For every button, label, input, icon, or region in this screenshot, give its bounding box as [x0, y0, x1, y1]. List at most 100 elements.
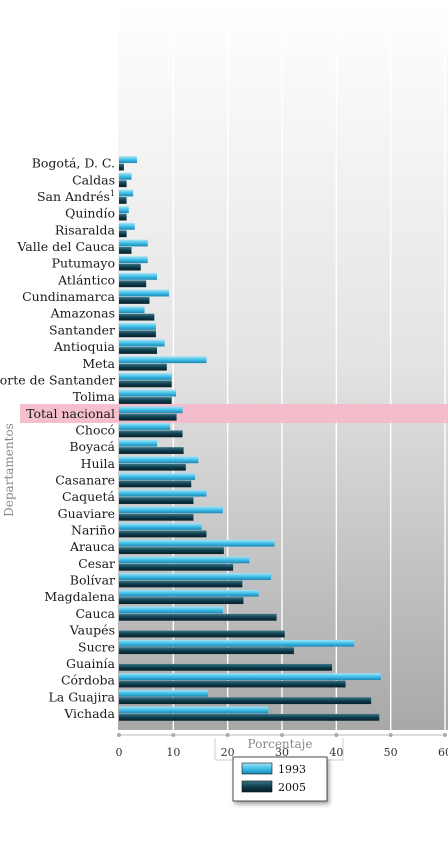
category-label-total-nacional: Total nacional: [26, 406, 115, 421]
bar-1993-narino: [119, 523, 202, 530]
bar-2005-amazonas: [119, 314, 154, 321]
category-label-risaralda: Risaralda: [55, 222, 116, 237]
category-label-arauca: Arauca: [69, 539, 116, 554]
bar-2005-la-guajira: [119, 697, 371, 704]
category-label-guainia: Guainía: [66, 656, 116, 671]
bar-2005-guainia: [119, 664, 332, 671]
bar-1993-caqueta: [119, 490, 206, 497]
bar-2005-narino: [119, 531, 206, 538]
x-tick-label-50: 50: [384, 746, 398, 759]
category-label-caldas: Caldas: [72, 172, 115, 187]
bar-2005-choco: [119, 430, 183, 437]
category-label-amazonas: Amazonas: [50, 306, 115, 321]
bar-2005-putumayo: [119, 264, 141, 271]
category-label-antioquia: Antioquia: [53, 339, 116, 354]
category-label-vichada: Vichada: [63, 706, 115, 721]
category-label-casanare: Casanare: [55, 472, 115, 487]
category-label-bogota-d-c: Bogotá, D. C.: [32, 156, 115, 171]
bar-2005-guaviare: [119, 514, 193, 521]
bar-2005-atlantico: [119, 280, 146, 287]
bar-1993-cauca: [119, 607, 223, 614]
bar-2005-vaupes: [119, 631, 285, 638]
x-tick-label-10: 10: [166, 746, 180, 759]
category-label-la-guajira: La Guajira: [48, 689, 115, 704]
category-label-magdalena: Magdalena: [44, 589, 115, 604]
x-tick-label-40: 40: [329, 746, 343, 759]
category-label-valle-del-cauca: Valle del Cauca: [16, 239, 115, 254]
x-tick-label-20: 20: [221, 746, 235, 759]
legend-swatch-1993: [242, 763, 272, 774]
x-tick-label-0: 0: [116, 746, 123, 759]
bar-2005-quindio: [119, 214, 127, 221]
bar-2005-norte-de-santander: [119, 380, 172, 387]
legend-label-2005: 2005: [278, 781, 306, 794]
category-label-sucre: Sucre: [78, 639, 115, 654]
category-superscript: 1: [110, 189, 115, 198]
bar-2005-casanare: [119, 480, 191, 487]
y-axis-title: Departamentos: [2, 423, 16, 517]
bar-2005-cesar: [119, 564, 233, 571]
legend-label-1993: 1993: [278, 763, 306, 776]
x-tick-dot-60: [443, 733, 447, 737]
bar-1993-boyaca: [119, 440, 157, 447]
legend-swatch-2005: [242, 781, 272, 792]
bar-2005-caldas: [119, 180, 127, 187]
bar-1993-guaviare: [119, 506, 223, 513]
category-label-putumayo: Putumayo: [52, 256, 115, 271]
bar-1993-risaralda: [119, 223, 135, 230]
bar-2005-valle-del-cauca: [119, 247, 131, 254]
bar-2005-meta: [119, 364, 167, 371]
bar-2005-cundinamarca: [119, 297, 149, 304]
x-tick-dot-40: [334, 733, 338, 737]
bar-2005-caqueta: [119, 497, 193, 504]
category-label-atlantico: Atlántico: [57, 272, 115, 287]
bar-1993-antioquia: [119, 340, 165, 347]
category-label-bolivar: Bolívar: [70, 573, 115, 588]
bar-1993-quindio: [119, 206, 129, 213]
category-label-cesar: Cesar: [78, 556, 115, 571]
bar-2005-bolivar: [119, 581, 242, 588]
x-tick-dot-20: [226, 733, 230, 737]
bar-2005-bogota-d-c: [119, 164, 124, 171]
category-label-cordoba: Córdoba: [61, 673, 116, 688]
bar-1993-bolivar: [119, 573, 271, 580]
bar-2005-boyaca: [119, 447, 184, 454]
category-label-boyaca: Boyacá: [69, 439, 115, 454]
bar-2005-san-andres: [119, 197, 127, 204]
category-label-cundinamarca: Cundinamarca: [22, 289, 115, 304]
bar-1993-choco: [119, 423, 170, 430]
bar-1993-la-guajira: [119, 690, 208, 697]
category-label-narino: Nariño: [71, 523, 115, 538]
category-label-vaupes: Vaupés: [69, 623, 115, 638]
category-label-cauca: Cauca: [75, 606, 115, 621]
bar-1993-casanare: [119, 473, 195, 480]
bar-2005-cordoba: [119, 681, 346, 688]
bar-2005-total-nacional: [119, 414, 177, 421]
category-label-choco: Chocó: [75, 422, 115, 437]
bar-1993-total-nacional: [119, 406, 183, 413]
bar-1993-tolima: [119, 390, 176, 397]
bar-2005-magdalena: [119, 597, 243, 604]
bar-1993-arauca: [119, 540, 274, 547]
bar-1993-santander: [119, 323, 156, 330]
bar-1993-putumayo: [119, 256, 148, 263]
bar-1993-bogota-d-c: [119, 156, 137, 163]
x-tick-dot-0: [117, 733, 121, 737]
bar-1993-amazonas: [119, 306, 145, 313]
bar-2005-arauca: [119, 547, 224, 554]
bar-1993-cundinamarca: [119, 290, 169, 297]
category-label-guaviare: Guaviare: [58, 506, 115, 521]
bar-1993-valle-del-cauca: [119, 240, 148, 247]
bar-1993-magdalena: [119, 590, 259, 597]
bar-1993-san-andres: [119, 190, 133, 197]
category-label-quindio: Quindío: [65, 206, 115, 221]
bar-1993-sucre: [119, 640, 354, 647]
category-label-tolima: Tolima: [73, 389, 116, 404]
bar-1993-caldas: [119, 173, 131, 180]
category-label-huila: Huila: [81, 456, 116, 471]
bar-2005-cauca: [119, 614, 277, 621]
category-label-norte-de-santander: Norte de Santander: [0, 372, 115, 387]
bar-1993-atlantico: [119, 273, 157, 280]
